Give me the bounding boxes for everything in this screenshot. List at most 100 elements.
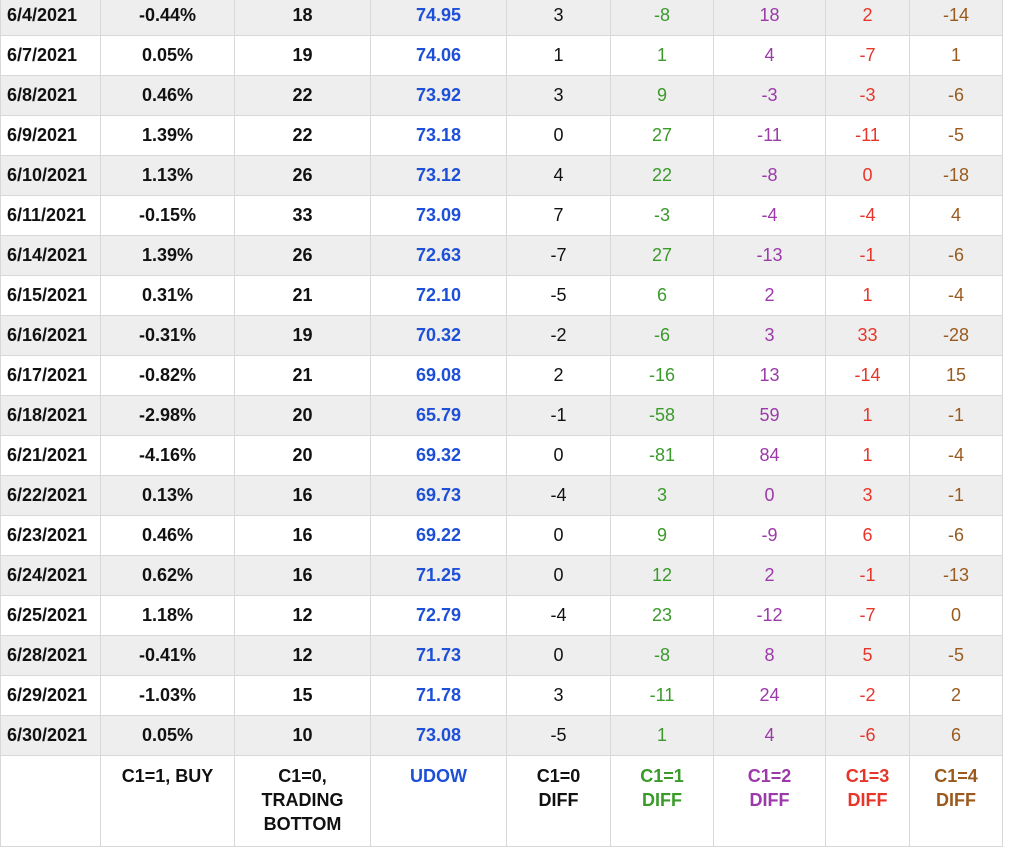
table-cell: 71.73 (370, 635, 507, 676)
table-cell: 4 (909, 195, 1003, 236)
table-cell: 0 (713, 475, 826, 516)
table-cell: -6 (909, 75, 1003, 116)
table-row: 6/11/2021 -0.15% 33 73.09 7 -3 -4 -4 4 (0, 195, 1003, 236)
table-cell: 6/21/2021 (0, 435, 101, 476)
table-cell: 69.22 (370, 515, 507, 556)
table-cell: 69.73 (370, 475, 507, 516)
table-cell: 15 (234, 675, 371, 716)
table-cell: 73.18 (370, 115, 507, 156)
table-cell: 59 (713, 395, 826, 436)
table-cell: 6/28/2021 (0, 635, 101, 676)
table-cell: 12 (234, 595, 371, 636)
table-cell: -0.82% (100, 355, 235, 396)
table-cell: 16 (234, 515, 371, 556)
table-cell: -13 (713, 235, 826, 276)
table-cell: 3 (506, 0, 611, 36)
table-cell: 0 (506, 515, 611, 556)
table-cell: -4 (825, 195, 910, 236)
table-cell: 0.46% (100, 515, 235, 556)
table-cell: 16 (234, 475, 371, 516)
table-cell: 27 (610, 235, 714, 276)
table-cell: 6/16/2021 (0, 315, 101, 356)
table-row: 6/8/2021 0.46% 22 73.92 3 9 -3 -3 -6 (0, 75, 1003, 116)
table-cell: 1 (610, 715, 714, 756)
table-cell: 6/11/2021 (0, 195, 101, 236)
table-cell: 9 (610, 515, 714, 556)
table-cell: 21 (234, 275, 371, 316)
table-cell: 26 (234, 235, 371, 276)
table-cell: 3 (610, 475, 714, 516)
table-cell: -8 (610, 635, 714, 676)
table-cell: 2 (825, 0, 910, 36)
table-cell: 6/14/2021 (0, 235, 101, 276)
table-row: 6/18/2021 -2.98% 20 65.79 -1 -58 59 1 -1 (0, 395, 1003, 436)
table-cell: -4 (506, 595, 611, 636)
table-cell: 0.62% (100, 555, 235, 596)
table-cell: 4 (713, 715, 826, 756)
table-cell: -81 (610, 435, 714, 476)
table-cell: -1 (506, 395, 611, 436)
table-cell: -14 (825, 355, 910, 396)
table-cell: 22 (610, 155, 714, 196)
table-row: 6/17/2021 -0.82% 21 69.08 2 -16 13 -14 15 (0, 355, 1003, 396)
table-row: 6/9/2021 1.39% 22 73.18 0 27 -11 -11 -5 (0, 115, 1003, 156)
table-cell: 19 (234, 35, 371, 76)
table-cell: 6/18/2021 (0, 395, 101, 436)
table-cell: -4 (506, 475, 611, 516)
table-cell: 12 (234, 635, 371, 676)
table-cell: 6/29/2021 (0, 675, 101, 716)
table-cell: 6/23/2021 (0, 515, 101, 556)
table-cell: 74.06 (370, 35, 507, 76)
column-label: C1=0 DIFF (506, 755, 611, 847)
table-cell: 65.79 (370, 395, 507, 436)
table-cell: -2.98% (100, 395, 235, 436)
table-cell: -1 (825, 235, 910, 276)
table-cell: 73.92 (370, 75, 507, 116)
table-cell: 5 (825, 635, 910, 676)
table-cell: 1 (610, 35, 714, 76)
table-row: 6/10/2021 1.13% 26 73.12 4 22 -8 0 -18 (0, 155, 1003, 196)
table-cell: 3 (825, 475, 910, 516)
table-cell: -1 (825, 555, 910, 596)
table-cell: 15 (909, 355, 1003, 396)
table-cell: -8 (713, 155, 826, 196)
table-cell: 2 (506, 355, 611, 396)
table-cell: 6/25/2021 (0, 595, 101, 636)
table-cell: 33 (825, 315, 910, 356)
table-cell: 69.32 (370, 435, 507, 476)
table-cell: -4.16% (100, 435, 235, 476)
table-cell: 26 (234, 155, 371, 196)
table-cell: -4 (713, 195, 826, 236)
table-cell: 19 (234, 315, 371, 356)
table-row: 6/4/2021 -0.44% 18 74.95 3 -8 18 2 -14 (0, 0, 1003, 36)
table-cell: 22 (234, 115, 371, 156)
table-cell: 21 (234, 355, 371, 396)
table-cell: 71.78 (370, 675, 507, 716)
table-cell: 4 (713, 35, 826, 76)
table-cell: -7 (506, 235, 611, 276)
table-cell: -2 (506, 315, 611, 356)
table-cell: 73.09 (370, 195, 507, 236)
table-row: 6/28/2021 -0.41% 12 71.73 0 -8 8 5 -5 (0, 635, 1003, 676)
table-cell: 6 (909, 715, 1003, 756)
table-cell: -4 (909, 435, 1003, 476)
table-cell: -28 (909, 315, 1003, 356)
table-cell: -16 (610, 355, 714, 396)
table-cell: 27 (610, 115, 714, 156)
table-cell: -1 (909, 395, 1003, 436)
table-cell: -9 (713, 515, 826, 556)
table-cell: -11 (825, 115, 910, 156)
table-cell: 0.05% (100, 35, 235, 76)
table-cell: -2 (825, 675, 910, 716)
table-cell: 18 (713, 0, 826, 36)
column-label: C1=2 DIFF (713, 755, 826, 847)
table-cell: 18 (234, 0, 371, 36)
table-row: 6/23/2021 0.46% 16 69.22 0 9 -9 6 -6 (0, 515, 1003, 556)
table-cell: 73.08 (370, 715, 507, 756)
table-cell: 0.13% (100, 475, 235, 516)
table-cell: -58 (610, 395, 714, 436)
table-cell: 1.39% (100, 115, 235, 156)
table-cell: 0 (506, 435, 611, 476)
table-cell: -7 (825, 35, 910, 76)
